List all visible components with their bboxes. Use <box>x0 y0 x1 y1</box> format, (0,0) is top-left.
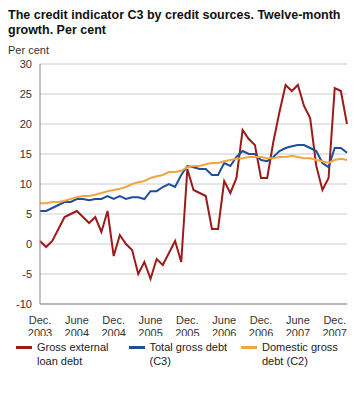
svg-text:Dec.: Dec. <box>29 314 52 326</box>
html-text:Domestic gross debt (C2): Domestic gross debt (C2) <box>262 341 338 367</box>
svg-text:10: 10 <box>20 178 32 190</box>
html-text:Gross external loan debt: Gross external loan debt <box>37 341 109 367</box>
svg-text:30: 30 <box>20 58 32 70</box>
svg-text:2006: 2006 <box>249 327 273 336</box>
svg-text:2007: 2007 <box>322 327 346 336</box>
svg-text:June: June <box>139 314 163 326</box>
svg-text:15: 15 <box>20 148 32 160</box>
svg-text:2004: 2004 <box>65 327 89 336</box>
html-text:Per cent: Per cent <box>8 44 49 56</box>
svg-text:2003: 2003 <box>28 327 52 336</box>
svg-text:Dec.: Dec. <box>102 314 125 326</box>
html-text:Total gross debt (C3): Total gross debt (C3) <box>149 341 228 367</box>
svg-text:June: June <box>65 314 89 326</box>
svg-text:2005: 2005 <box>175 327 199 336</box>
svg-text:-10: -10 <box>16 298 32 310</box>
svg-text:-5: -5 <box>22 268 32 280</box>
svg-text:June: June <box>212 314 236 326</box>
svg-text:0: 0 <box>26 238 32 250</box>
svg-text:2007: 2007 <box>286 327 310 336</box>
svg-text:5: 5 <box>26 208 32 220</box>
svg-text:Dec.: Dec. <box>323 314 346 326</box>
svg-text:25: 25 <box>20 88 32 100</box>
svg-text:2004: 2004 <box>101 327 125 336</box>
svg-text:2005: 2005 <box>138 327 162 336</box>
html-text:The credit indicator C3 by cre: The credit indicator C3 by credit source… <box>8 8 341 37</box>
svg-text:20: 20 <box>20 118 32 130</box>
svg-text:June: June <box>286 314 310 326</box>
svg-text:Dec.: Dec. <box>176 314 199 326</box>
svg-text:2006: 2006 <box>212 327 236 336</box>
svg-text:Dec.: Dec. <box>250 314 273 326</box>
